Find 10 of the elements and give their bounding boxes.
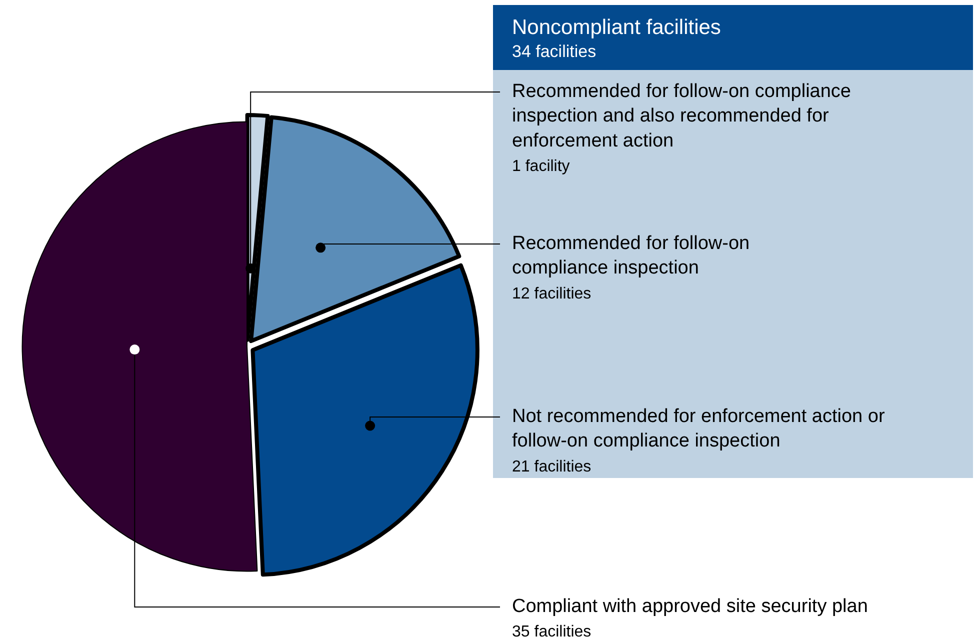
data-label: 21 facilities: [512, 458, 592, 476]
slice-label: Recommended for follow-on compliance inspection: [512, 233, 750, 279]
text: 34 facilities: [512, 42, 596, 61]
data-label: 1 facility: [512, 158, 570, 176]
slice-label: Not recommended for enforcement action or follow-on compliance inspection: [512, 406, 886, 452]
slice-label: Recommended for follow-on compliance inspection and also recommended for enforcement action: [512, 81, 851, 152]
text: Noncompliant facilities: [512, 16, 721, 39]
slice-label: Compliant with approved site security plan: [512, 596, 868, 617]
data-label: 35 facilities: [512, 624, 592, 641]
data-label: 12 facilities: [512, 285, 592, 302]
